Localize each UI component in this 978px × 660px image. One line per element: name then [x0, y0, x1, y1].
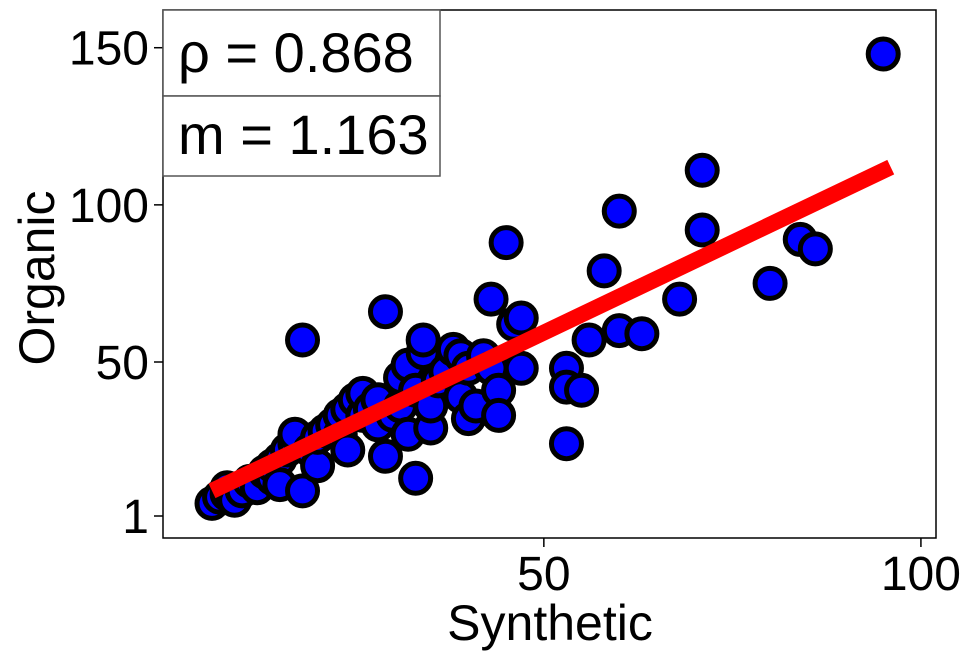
data-point	[481, 397, 517, 433]
data-point	[865, 36, 901, 72]
data-point	[797, 231, 833, 267]
y-tick-label: 150	[69, 23, 149, 76]
data-point	[684, 212, 720, 248]
x-axis: 50 100	[517, 538, 961, 601]
data-point	[473, 281, 509, 317]
data-point	[662, 281, 698, 317]
slope-annotation: m = 1.163	[178, 103, 429, 166]
x-tick-label: 100	[881, 548, 961, 601]
y-tick-label: 50	[96, 337, 149, 390]
data-point	[684, 152, 720, 188]
slope-box: m = 1.163	[162, 95, 441, 177]
y-tick-label: 1	[122, 491, 149, 544]
regression-line	[208, 159, 895, 499]
x-axis-title: Synthetic	[447, 595, 653, 651]
data-point	[300, 448, 336, 484]
y-tick-label: 100	[69, 180, 149, 233]
x-tick-label: 50	[517, 548, 570, 601]
data-point	[503, 300, 539, 336]
data-point	[367, 438, 403, 474]
data-point	[752, 265, 788, 301]
data-point	[548, 426, 584, 462]
data-point	[398, 460, 434, 496]
data-point	[285, 322, 321, 358]
rho-annotation: ρ = 0.868	[178, 21, 414, 84]
data-point	[601, 193, 637, 229]
data-point	[586, 253, 622, 289]
data-point	[503, 350, 539, 386]
data-point	[330, 432, 366, 468]
y-axis-title: Organic	[9, 190, 65, 365]
data-point	[405, 322, 441, 358]
data-point	[367, 294, 403, 330]
data-point	[624, 316, 660, 352]
data-point	[571, 322, 607, 358]
data-point	[285, 473, 321, 509]
data-point	[488, 225, 524, 261]
rho-box: ρ = 0.868	[162, 9, 441, 97]
data-point	[564, 372, 600, 408]
